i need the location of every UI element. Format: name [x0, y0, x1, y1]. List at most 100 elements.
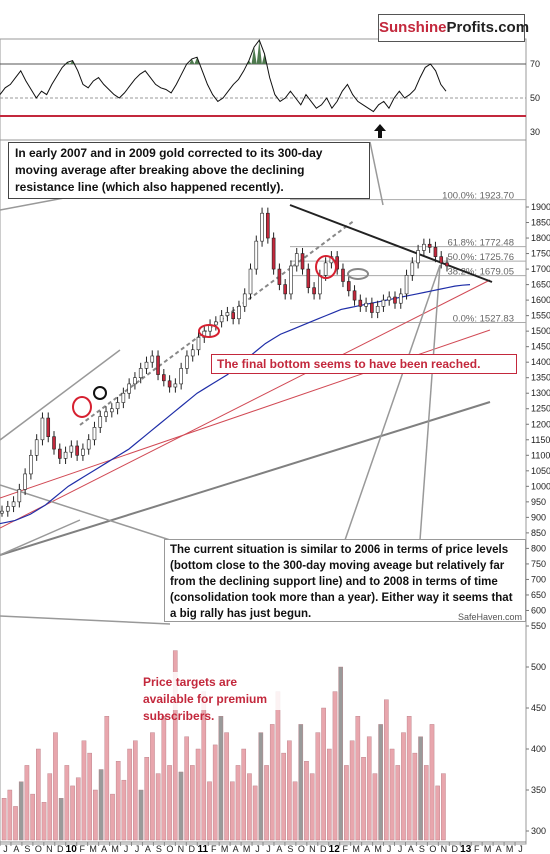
price-bar	[439, 256, 444, 264]
price-bar	[185, 355, 189, 369]
price-bar	[156, 355, 160, 375]
price-bar	[63, 451, 68, 459]
price-bar	[346, 281, 351, 292]
volume-bar	[110, 793, 115, 841]
volume-bar	[235, 765, 241, 841]
month-label: A	[496, 844, 502, 854]
price-bar	[404, 274, 409, 295]
volume-bar	[167, 765, 172, 841]
price-tick-label: 850	[531, 528, 546, 538]
volume-bar	[269, 724, 275, 841]
month-label: M	[221, 844, 229, 854]
callout-line-6	[344, 264, 441, 541]
month-label: A	[145, 844, 151, 854]
price-bars	[0, 207, 449, 517]
price-bar	[427, 243, 432, 248]
price-bar	[237, 306, 241, 320]
volume-bar	[30, 793, 35, 841]
rsi-tick-label: 50	[530, 93, 540, 103]
month-label: A	[364, 844, 370, 854]
volume-bar	[121, 779, 127, 841]
volume-bar	[133, 740, 138, 841]
price-bar	[29, 454, 33, 475]
year-label: 10	[66, 844, 78, 854]
bottom-reached-text: The final bottom seems to have been reac…	[217, 357, 481, 371]
price-tick-label: 1350	[531, 373, 550, 383]
price-bar	[277, 268, 282, 285]
volume-bar	[195, 748, 201, 841]
price-tick-label: 1200	[531, 419, 550, 429]
price-bar	[214, 321, 218, 326]
price-tick-label: 600	[531, 605, 546, 615]
price-bar	[352, 290, 357, 301]
volume-bar	[47, 773, 53, 841]
callout-line-8	[0, 519, 81, 556]
price-tick-label: 900	[531, 512, 546, 522]
price-tick-label: 400	[531, 744, 546, 754]
fibonacci-levels: 100.0%: 1923.70 61.8%: 1772.48 50.0%: 1725…	[290, 191, 526, 325]
volume-bar	[344, 765, 349, 841]
price-tick-label: 300	[531, 826, 546, 836]
volume-bar	[218, 716, 224, 841]
price-tick-label: 800	[531, 543, 546, 553]
month-label: M	[374, 844, 382, 854]
month-label: J	[255, 844, 260, 854]
volume-bar	[252, 785, 258, 841]
volume-bar	[241, 748, 247, 841]
month-label: F	[474, 844, 480, 854]
price-tick-label: 500	[531, 662, 546, 672]
month-label: F	[342, 844, 348, 854]
volume-bar	[441, 773, 446, 841]
volume-bar	[275, 691, 281, 841]
volume-bar	[378, 724, 383, 841]
price-bar	[358, 299, 363, 307]
price-tick-label: 1700	[531, 264, 550, 274]
price-bar	[254, 240, 259, 270]
declining-resistance-line	[289, 204, 493, 283]
price-bar	[398, 293, 403, 304]
volume-bar	[172, 650, 178, 841]
credit-text: SafeHaven.com	[458, 612, 523, 622]
price-bar	[271, 237, 276, 270]
price-tick-label: 450	[531, 703, 546, 713]
month-label: J	[518, 844, 523, 854]
price-bar	[110, 408, 114, 413]
price-tick-label: 1250	[531, 404, 550, 414]
price-bar	[196, 337, 201, 351]
price-tick-label: 1050	[531, 466, 550, 476]
rsi-line	[0, 39, 447, 113]
month-label: A	[408, 844, 414, 854]
volume-bar	[64, 765, 70, 841]
rsi-axis: 70 50 30	[530, 59, 540, 137]
premium-text: Price targets are available for premium …	[143, 675, 268, 723]
month-label: J	[135, 844, 140, 854]
volume-bar	[304, 761, 309, 841]
month-label: J	[387, 844, 392, 854]
month-label: M	[111, 844, 119, 854]
callout-line-1	[0, 349, 121, 441]
month-label: S	[156, 844, 162, 854]
top-note: In early 2007 and in 2009 gold corrected…	[8, 142, 370, 199]
month-label: N	[309, 844, 316, 854]
price-tick-label: 1650	[531, 280, 550, 290]
price-bar	[11, 501, 16, 507]
callout-line-3	[369, 141, 384, 206]
fib-level-label: 0.0%: 1527.83	[453, 314, 514, 325]
volume-bar	[349, 740, 355, 841]
volume-bar	[138, 789, 144, 841]
price-bar	[231, 312, 235, 320]
price-bar	[306, 268, 311, 288]
year-label: 11	[197, 844, 208, 854]
price-tick-label: 950	[531, 497, 546, 507]
price-tick-label: 1300	[531, 388, 550, 398]
price-bar	[40, 417, 45, 441]
volume-bar	[115, 761, 121, 841]
top-note-text: In early 2007 and in 2009 gold corrected…	[15, 146, 323, 194]
month-label: O	[35, 844, 42, 854]
volume-bar	[384, 699, 389, 841]
volume-bars	[1, 650, 446, 841]
price-bar	[0, 510, 4, 514]
price-bar	[34, 439, 39, 456]
volume-panel	[1, 650, 446, 841]
month-label: D	[189, 844, 196, 854]
